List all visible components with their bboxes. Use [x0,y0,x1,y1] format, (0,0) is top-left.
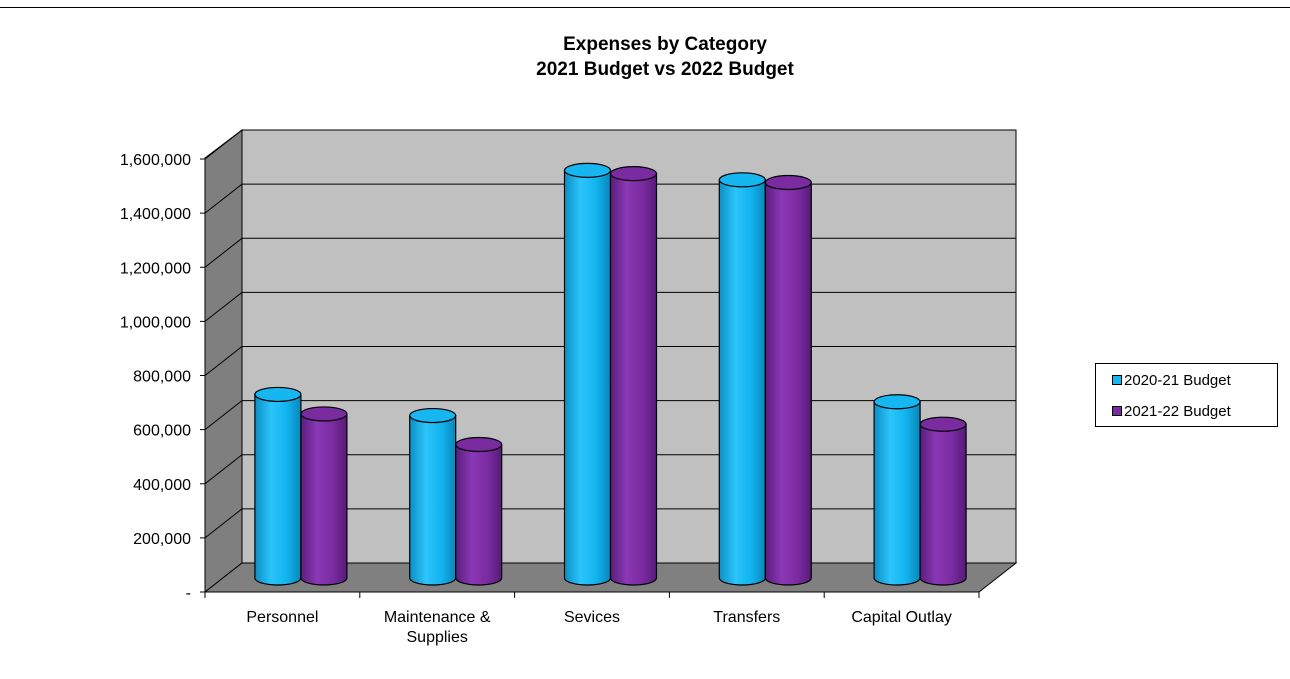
gridline-side [204,291,243,322]
bar-2021-22 [455,436,503,586]
bar-2020-21 [718,172,766,586]
bar-2020-21 [873,394,921,586]
legend-item-2020-21: 2020-21 Budget [1112,370,1231,390]
y-tick-label: - [186,585,191,602]
y-tick-label: 800,000 [133,369,191,386]
bar-top [563,162,612,178]
bar-body [254,393,302,586]
bar-top [919,416,967,432]
y-tick-label: 1,200,000 [120,260,191,277]
bar-top [609,166,658,182]
y-tick-label: 200,000 [133,531,191,548]
bar-top [764,174,812,191]
legend-swatch-2020-21 [1112,375,1122,385]
legend-swatch-2021-22 [1112,406,1122,416]
bar-top [254,386,302,403]
gridline-side [204,508,243,539]
bar-top [455,436,503,453]
chart-title: Expenses by Category 2021 Budget vs 2022… [400,32,930,82]
bars [254,162,967,586]
x-tick-label-line: Sevices [564,609,620,626]
bar-2021-22 [764,174,812,586]
bar-2021-22 [609,166,658,586]
bar-body [455,443,503,586]
bar-body [409,414,457,586]
bar-2020-21 [409,407,457,586]
legend-label-2020-21: 2020-21 Budget [1124,371,1231,389]
bar-top [409,407,457,424]
y-axis: - 200,000 400,000 600,000 800,000 1,000,000 1,… [120,152,205,602]
bar-top [718,172,766,188]
chart-subtitle: 2021 Budget vs 2022 Budget [536,59,794,80]
legend-item-2021-22: 2021-22 Budget [1112,401,1231,421]
bar-top [873,394,921,410]
bar-2020-21 [254,386,302,586]
y-tick-label: 1,600,000 [120,152,191,169]
x-tick-label-line: Transfers [713,609,780,626]
bar-body [718,179,766,586]
y-tick-label: 600,000 [133,423,191,440]
gridline-side [204,183,243,214]
bar-body [563,169,612,586]
gridline-side [204,129,243,160]
gridline-side [204,237,243,268]
gridline-side [204,400,243,431]
legend-label-2021-22: 2021-22 Budget [1124,402,1231,420]
x-tick-label-line: Personnel [246,609,318,626]
gridline-side [204,346,243,376]
y-tick-label: 1,400,000 [120,206,191,223]
x-tick-label: Sevices [564,609,620,626]
bar-2021-22 [300,406,348,586]
bar-body [764,181,812,586]
x-tick-label-line: Maintenance & [384,609,491,626]
top-rule [0,7,1290,8]
x-axis: Personnel Maintenance & Supplies Sevices Tra… [204,592,980,646]
bar-body [300,413,348,586]
x-tick-label: Maintenance & Supplies [384,609,491,646]
bar-top [300,406,348,422]
bar-body [873,401,921,586]
y-tick-label: 400,000 [133,477,191,494]
x-tick-label: Personnel [246,609,318,626]
bar-2020-21 [563,162,612,586]
bar-body [919,423,967,586]
bar-2021-22 [919,416,967,586]
chart-title-line1: Expenses by Category [563,34,767,55]
x-tick-label-line: Supplies [407,629,468,646]
legend: 2020-21 Budget 2021-22 Budget [1095,363,1278,427]
y-tick-label: 1,000,000 [120,314,191,331]
x-tick-label: Transfers [713,609,780,626]
gridline-side [204,454,243,485]
x-tick-label-line: Capital Outlay [851,609,952,626]
x-tick-label: Capital Outlay [851,609,952,626]
bar-body [609,173,658,586]
